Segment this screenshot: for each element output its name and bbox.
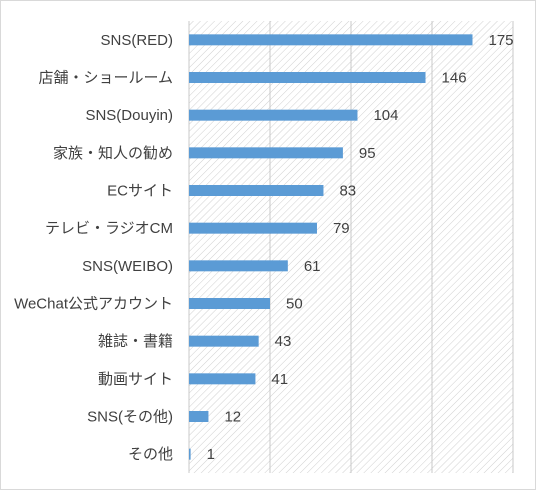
category-label: その他 [128, 446, 173, 463]
value-label: 41 [271, 371, 288, 388]
bar [189, 34, 473, 46]
value-label: 50 [286, 296, 303, 313]
category-label: SNS(Douyin) [85, 107, 173, 124]
value-label: 83 [339, 183, 356, 200]
value-label: 175 [489, 32, 514, 49]
bar [189, 109, 358, 121]
value-label: 95 [359, 145, 376, 162]
bars [189, 34, 473, 460]
value-label: 1 [207, 446, 215, 463]
category-label: WeChat公式アカウント [14, 296, 173, 313]
bar [189, 260, 288, 272]
bar [189, 298, 270, 309]
value-label: 12 [224, 409, 241, 426]
category-label: 動画サイト [98, 371, 173, 388]
value-labels: 175 146 104 95 83 79 61 50 43 41 12 1 [207, 32, 514, 463]
category-label: 店舗・ショールーム [38, 70, 173, 87]
value-label: 61 [304, 258, 321, 275]
category-label: SNS(その他) [87, 409, 173, 426]
bar [189, 222, 317, 234]
gridlines [188, 21, 514, 473]
value-label: 146 [442, 70, 467, 87]
category-label: テレビ・ラジオCM [45, 220, 173, 237]
category-labels: SNS(RED) 店舗・ショールーム SNS(Douyin) 家族・知人の勧め ECサイ… [14, 32, 173, 463]
category-label: 家族・知人の勧め [53, 145, 173, 162]
bar [189, 147, 343, 159]
category-label: 雑誌・書籍 [98, 333, 173, 350]
bar [189, 411, 209, 422]
value-label: 79 [333, 220, 350, 237]
category-label: SNS(WEIBO) [82, 258, 173, 275]
bar [189, 185, 324, 196]
value-label: 104 [373, 107, 398, 124]
bar [189, 448, 191, 460]
category-label: SNS(RED) [100, 32, 173, 49]
category-label: ECサイト [107, 183, 173, 200]
value-label: 43 [275, 333, 292, 350]
bar [189, 72, 426, 83]
bar [189, 373, 256, 385]
bar [189, 335, 259, 347]
